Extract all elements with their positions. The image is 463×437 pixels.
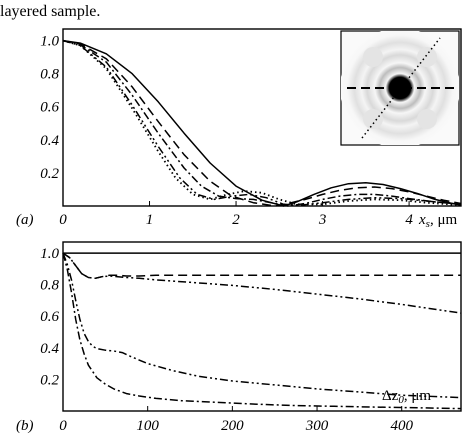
panel-a-x-ticks: 0 1 2 3 4 (59, 201, 413, 228)
panel-b-label: (b) (16, 418, 34, 434)
panel-b-x-axis-label: Δz0, μm (382, 388, 431, 406)
inset-side-lobe (363, 47, 383, 67)
inset-spot-image (340, 30, 460, 146)
series-line-dashdotdot (62, 252, 462, 399)
x-tick-label: 200 (221, 418, 244, 434)
panel-b: 0.20.40.60.81.0 0 100 200 300 400 (b) Δz0, μ… (16, 241, 462, 434)
x-tick-label: 3 (318, 212, 327, 228)
series-line-dashed (62, 39, 462, 207)
y-tick-label: 0.6 (40, 309, 59, 325)
inset-side-lobe (417, 109, 437, 129)
series-line-dashed (62, 252, 461, 280)
series-line-dashdotdot (62, 252, 462, 314)
panel-b-x-axis-label-main: Δz (382, 388, 399, 404)
y-tick-label: 0.8 (40, 278, 59, 294)
y-tick-label: 1.0 (40, 34, 59, 50)
inset-diagonal-cut-line (361, 37, 441, 139)
x-tick-label: 100 (136, 418, 159, 434)
panel-b-x-axis-label-unit: , μm (404, 388, 432, 404)
panel-b-series (62, 252, 462, 410)
x-tick-label: 0 (59, 212, 67, 228)
panel-a-y-ticks: 0.2 0.4 0.6 0.8 1.0 (40, 34, 59, 182)
panel-a-label: (a) (16, 212, 34, 228)
panel-a-x-axis-label-sub: s (426, 218, 430, 230)
caption-text: layered sample. (0, 3, 100, 20)
x-tick-label: 2 (232, 212, 240, 228)
panel-b-frame (62, 241, 462, 412)
y-tick-label: 1.0 (40, 246, 59, 262)
series-line-dotted (62, 39, 462, 207)
series-line-dashdot (62, 252, 462, 410)
panel-a: 0.2 0.4 0.6 0.8 1.0 0 1 2 3 4 (a) xs, μm (16, 28, 462, 230)
y-tick-label: 0.4 (40, 341, 59, 357)
panel-a-series (62, 39, 462, 207)
y-tick-label: 0.2 (40, 372, 59, 388)
panel-b-x-ticks: 0 100 200 300 400 (59, 406, 413, 434)
x-tick-label: 4 (405, 212, 413, 228)
panel-a-frame (62, 28, 462, 207)
panel-b-x-axis-label-sub: 0 (398, 394, 404, 406)
series-line-dashdotdot (62, 39, 462, 206)
y-tick-label: 0.6 (40, 100, 59, 116)
x-tick-label: 0 (59, 418, 67, 434)
series-line-dashdot (62, 39, 462, 207)
x-tick-label: 300 (305, 418, 329, 434)
inset-central-spot (390, 78, 410, 98)
y-tick-label: 0.8 (40, 67, 59, 83)
panel-a-x-axis-label-unit: , μm (430, 212, 458, 228)
panel-a-x-axis-label: xs, μm (418, 212, 457, 230)
inset-side-lobe (417, 47, 437, 67)
panel-b-y-ticks: 0.2 0.4 0.6 0.8 1.0 (40, 246, 59, 388)
inset-side-lobe (363, 109, 383, 129)
x-tick-label: 1 (146, 212, 154, 228)
y-tick-label: 0.4 (40, 133, 59, 149)
panel-a-x-axis-label-main: x (418, 212, 426, 228)
y-tick-label: 0.2 (40, 166, 59, 182)
x-tick-label: 400 (390, 418, 413, 434)
